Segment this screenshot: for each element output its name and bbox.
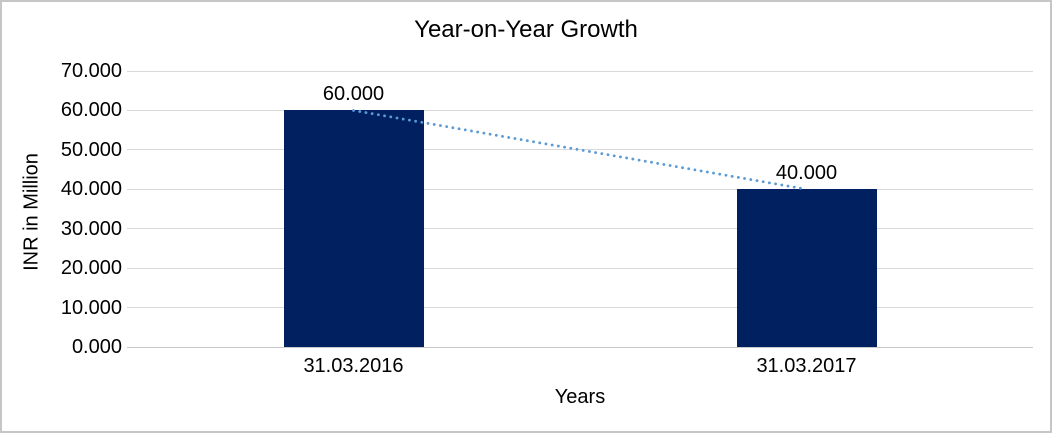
- trendline: [352, 109, 808, 191]
- y-axis-tick-labels: 0.000 10.000 20.000 30.000 40.000 50.000 60.00…: [2, 60, 122, 358]
- x-axis-title: Years: [554, 386, 606, 408]
- y-tick-label: 40.000: [60, 178, 122, 201]
- bar-value-label: 60.000: [322, 83, 385, 106]
- gridline: [127, 188, 1033, 190]
- trendline-path: [352, 109, 808, 191]
- y-tick-label: 60.000: [60, 99, 122, 122]
- y-tick-label: 50.000: [60, 138, 122, 161]
- y-tick-label: 0.000: [71, 336, 122, 358]
- gridline: [127, 149, 1033, 151]
- gridline: [127, 109, 1033, 111]
- gridline: [127, 70, 1033, 72]
- bar-value-label: 40.000: [775, 162, 838, 185]
- x-tick-label: 31.03.2016: [303, 355, 404, 377]
- gridline: [127, 307, 1033, 309]
- bar-31.03.2017: [736, 189, 877, 347]
- gridline: [127, 267, 1033, 269]
- x-tick-label: 31.03.2017: [756, 355, 857, 377]
- gridline: [127, 228, 1033, 230]
- y-tick-label: 20.000: [60, 257, 122, 280]
- x-axis-line: [127, 346, 1033, 348]
- x-axis-tick-labels: 31.03.2016 31.03.2017: [127, 355, 1033, 379]
- chart-title: Year-on-Year Growth: [414, 16, 638, 43]
- bar-31.03.2016: [283, 110, 424, 347]
- y-tick-label: 30.000: [60, 217, 122, 240]
- y-tick-label: 70.000: [60, 60, 122, 82]
- plot-area: 60.000 40.000: [127, 70, 1033, 348]
- y-tick-label: 10.000: [60, 296, 122, 319]
